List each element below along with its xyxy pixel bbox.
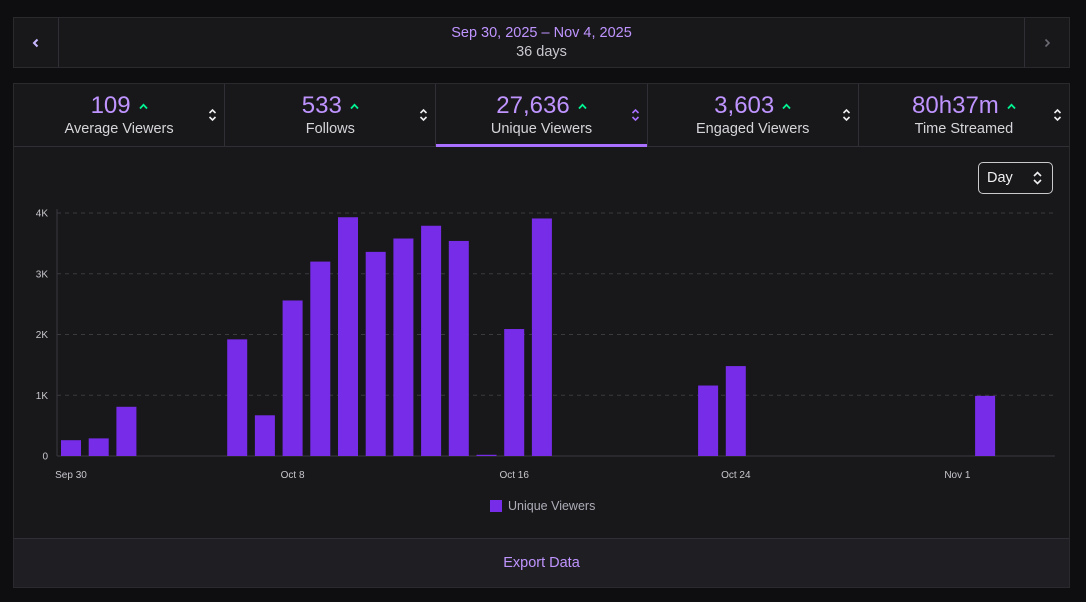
chart-bar	[725, 366, 746, 456]
chart-bar	[975, 395, 996, 456]
legend-label: Unique Viewers	[508, 499, 596, 513]
date-range-text: Sep 30, 2025 – Nov 4, 2025	[451, 25, 632, 41]
stat-label: Engaged Viewers	[696, 121, 810, 137]
x-tick-label: Oct 8	[281, 470, 305, 481]
stat-label: Unique Viewers	[490, 121, 593, 137]
chart-bar	[282, 300, 303, 456]
y-tick-label: 4K	[36, 209, 49, 220]
trend-up-icon	[138, 102, 148, 109]
stat-value: 109	[90, 92, 131, 119]
y-tick-label: 1K	[36, 391, 49, 402]
trend-up-icon	[578, 102, 587, 109]
sort-arrows-icon	[1053, 108, 1062, 122]
stat-value: 3,603	[714, 92, 775, 119]
chevron-left-icon	[32, 38, 39, 47]
stat-label: Average Viewers	[64, 121, 174, 137]
previous-period-button[interactable]	[14, 18, 59, 67]
export-data-button[interactable]: Export Data	[14, 538, 1069, 587]
chart-bar	[531, 218, 552, 456]
stat-tab-time-streamed[interactable]: 80h37m Time Streamed	[859, 84, 1069, 146]
chart-bar	[365, 251, 386, 456]
chart-bar	[698, 385, 719, 456]
trend-up-icon	[1007, 102, 1016, 109]
stat-value-row: 3,603	[714, 93, 791, 119]
stat-value-row: 80h37m	[912, 93, 1016, 119]
unique-viewers-chart: 0 1K 2K 3K 4K Sep 30 Oct 8 Oct 16 Oct 24 Nov 1	[36, 209, 1055, 481]
y-tick-label: 0	[42, 452, 48, 463]
chart-bar	[116, 406, 137, 456]
x-tick-label: Sep 30	[55, 470, 87, 481]
sort-arrows-icon	[1033, 171, 1042, 185]
next-period-button[interactable]	[1024, 18, 1069, 67]
sort-arrows-icon	[631, 108, 639, 122]
export-data-label: Export Data	[503, 555, 580, 571]
interval-select[interactable]: Day	[978, 162, 1053, 194]
stat-value: 27,636	[496, 92, 570, 119]
chart-bar	[88, 438, 109, 456]
stat-value-row: 27,636	[496, 92, 587, 119]
stat-value-row: 109	[91, 93, 148, 119]
interval-select-value: Day	[987, 170, 1013, 186]
chart-bar	[61, 440, 81, 456]
sort-arrows-icon	[209, 108, 217, 122]
stats-tabs: 109 Average Viewers 533 Follows 27,636 Unique…	[14, 84, 1069, 147]
sort-arrows-icon	[842, 108, 850, 122]
y-tick-label: 3K	[36, 269, 49, 280]
stat-tab-unique-viewers[interactable]: 27,636 Unique Viewers	[436, 84, 648, 147]
legend-swatch	[490, 500, 502, 512]
stat-label: Follows	[305, 121, 355, 137]
stat-tab-average-viewers[interactable]: 109 Average Viewers	[14, 84, 226, 146]
chart-bar	[393, 238, 414, 456]
date-range-bar: Sep 30, 2025 – Nov 4, 2025 36 days	[13, 17, 1070, 68]
stat-value: 533	[301, 92, 342, 119]
x-tick-label: Oct 16	[499, 470, 529, 481]
chart-bar	[476, 454, 497, 456]
chart-bar	[254, 415, 275, 456]
x-tick-label: Oct 24	[721, 470, 751, 481]
trend-up-icon	[782, 102, 791, 109]
chart-bar	[310, 261, 331, 456]
stat-tab-engaged-viewers[interactable]: 3,603 Engaged Viewers	[648, 84, 859, 146]
stat-value: 80h37m	[912, 92, 999, 119]
date-range-display[interactable]: Sep 30, 2025 – Nov 4, 2025 36 days	[59, 18, 1024, 67]
sort-arrows-icon	[420, 108, 428, 122]
chart-bar	[448, 240, 469, 456]
chart-area: 0 1K 2K 3K 4K Sep 30 Oct 8 Oct 16 Oct 24 Nov 1 Da…	[14, 147, 1069, 539]
chevron-right-icon	[1044, 38, 1051, 47]
trend-up-icon	[350, 102, 359, 109]
analytics-panel: 109 Average Viewers 533 Follows 27,636 Unique…	[13, 83, 1070, 588]
stat-tab-follows[interactable]: 533 Follows	[225, 84, 437, 146]
stat-value-row: 533	[302, 93, 359, 119]
chart-bar	[504, 329, 525, 456]
chart-bar	[227, 339, 248, 456]
date-range-days: 36 days	[516, 44, 567, 60]
chart-bar	[421, 225, 442, 456]
chart-bar	[338, 217, 358, 456]
stat-label: Time Streamed	[914, 121, 1014, 137]
chart-legend[interactable]: Unique Viewers	[490, 499, 595, 513]
y-tick-label: 2K	[36, 330, 49, 341]
x-tick-label: Nov 1	[944, 470, 971, 481]
